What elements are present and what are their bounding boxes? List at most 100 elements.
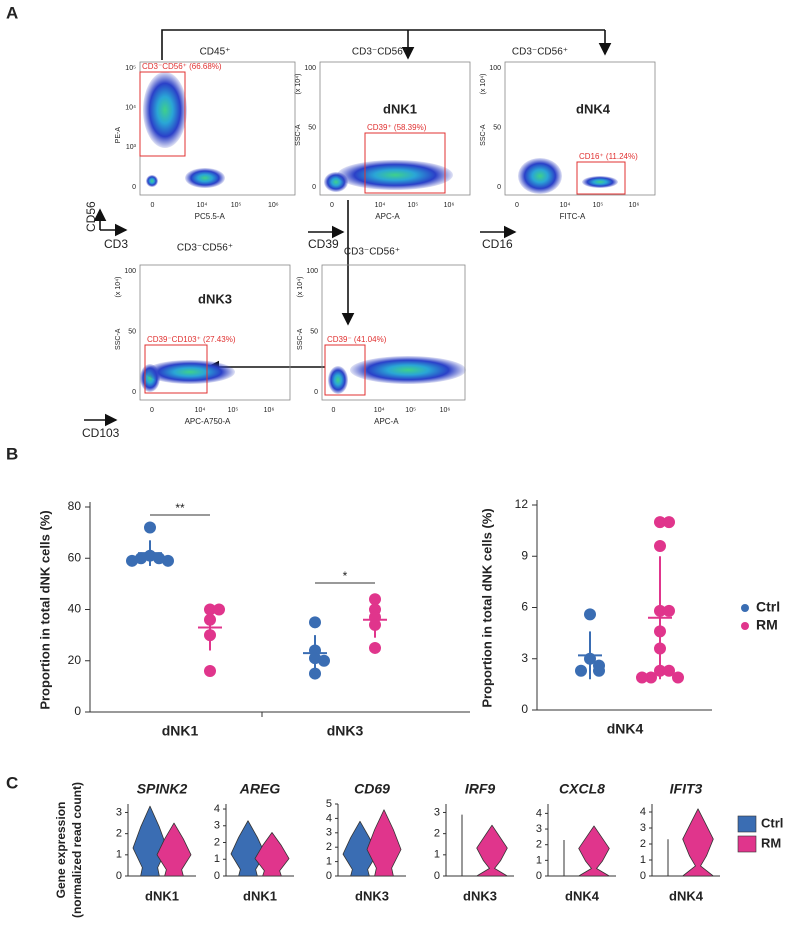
data-point: [663, 604, 675, 617]
y-tick-label: 1: [326, 856, 332, 868]
y-tick-label: 3: [640, 822, 646, 834]
density-cloud: [350, 356, 466, 384]
data-point: [204, 603, 216, 616]
x-tick-label: 0: [150, 407, 154, 414]
y-tick-label: 50: [493, 124, 501, 131]
violin: [156, 822, 192, 877]
marker-label: CD103: [82, 426, 120, 440]
significance-label: **: [175, 501, 185, 515]
y-tick-label: 0: [132, 184, 136, 191]
data-point: [663, 516, 675, 529]
y-tick-label: 0: [74, 704, 81, 718]
population-name: dNK1: [383, 101, 417, 116]
y-tick-label: 5: [326, 798, 332, 810]
marker-label: CD3: [104, 237, 128, 251]
y-axis-label: (normalized read count): [70, 782, 84, 918]
data-point: [369, 618, 381, 631]
legend-swatch: [737, 815, 757, 833]
x-tick-label: 10⁶: [444, 202, 455, 209]
y-tick-label: 100: [124, 268, 136, 275]
density-cloud: [328, 366, 348, 394]
y-tick-label: 50: [310, 328, 318, 335]
y-tick-label: 100: [304, 65, 316, 72]
y-tick-label: 2: [640, 838, 646, 850]
x-tick-label: 10⁵: [405, 407, 416, 414]
x-tick-label: 10⁴: [560, 202, 571, 209]
x-axis-label: APC-A750-A: [185, 417, 231, 426]
violin: [476, 824, 508, 877]
y-axis-label: Proportion in total dNK cells (%): [479, 508, 494, 707]
y-tick-label: 3: [214, 820, 220, 832]
y-tick-label: 10⁴: [125, 105, 136, 112]
y-tick-label: 4: [640, 806, 646, 818]
data-point: [584, 652, 596, 665]
gene-title: IRF9: [465, 781, 496, 797]
data-point: [204, 613, 216, 626]
gate-label: CD39⁺ (58.39%): [367, 123, 427, 132]
density-cloud: [145, 360, 235, 384]
panel-label: A: [6, 3, 18, 22]
population-name: dNK4: [576, 101, 611, 116]
x-tick-label: 10⁴: [374, 407, 385, 414]
density-cloud: [143, 72, 187, 148]
marker-label: CD56: [84, 201, 98, 232]
x-axis-label: APC-A: [375, 212, 400, 221]
gate-label: CD39⁻ (41.04%): [327, 335, 387, 344]
gene-title: CXCL8: [559, 781, 605, 797]
marker-label: CD39: [308, 237, 339, 251]
data-point: [645, 671, 657, 684]
x-tick-label: 0: [150, 202, 154, 209]
gating-arrows: [84, 29, 612, 427]
x-tick-label: dNK3: [463, 888, 497, 903]
data-point: [593, 664, 605, 677]
legend-label: RM: [761, 835, 781, 850]
data-point: [636, 671, 648, 684]
y-tick-label: 100: [489, 65, 501, 72]
y-axis-label: PE-A: [115, 127, 122, 144]
legend-label: Ctrl: [761, 815, 783, 830]
y-tick-label: 0: [326, 870, 332, 882]
y-axis-unit: (x 10⁴): [115, 277, 122, 298]
plot-title: CD3⁻CD56⁺: [344, 247, 400, 258]
marker-label: CD16: [482, 237, 513, 251]
y-tick-label: 20: [68, 653, 82, 667]
x-tick-label: 0: [515, 202, 519, 209]
data-point: [204, 665, 216, 677]
y-axis-label: SSC-A: [297, 328, 304, 350]
x-axis-label: APC-A: [374, 417, 399, 426]
gate: [324, 344, 366, 396]
gene-title: SPINK2: [137, 781, 188, 797]
y-tick-label: 50: [308, 124, 316, 131]
y-tick-label: 0: [116, 870, 122, 882]
data-point: [309, 667, 321, 680]
violin: [132, 805, 168, 877]
violin: [342, 820, 378, 877]
data-point: [318, 654, 330, 667]
data-point: [672, 671, 684, 684]
y-tick-label: 0: [214, 870, 220, 882]
data-point: [213, 603, 225, 616]
x-tick-label: 10⁴: [197, 202, 208, 209]
y-tick-label: 2: [326, 841, 332, 853]
y-tick-label: 50: [128, 328, 136, 335]
density-cloud: [185, 168, 225, 188]
gate-label: CD3⁻CD56⁺ (66.68%): [142, 62, 222, 71]
y-tick-label: 2: [116, 828, 122, 840]
data-point: [126, 554, 138, 567]
data-point: [369, 593, 381, 606]
y-tick-label: 10⁵: [125, 65, 136, 72]
legend-marker: [741, 604, 749, 612]
y-tick-label: 0: [314, 389, 318, 396]
violin: [682, 808, 714, 877]
y-tick-label: 9: [521, 548, 528, 562]
data-point: [654, 642, 666, 655]
panel-label: B: [6, 444, 18, 463]
x-axis-label: PC5.5-A: [195, 212, 226, 221]
panel-label: C: [6, 773, 18, 792]
y-tick-label: 4: [326, 812, 332, 824]
y-tick-label: 3: [536, 823, 542, 835]
x-tick-label: dNK3: [327, 723, 364, 739]
y-axis-label: Gene expression: [54, 802, 68, 899]
y-axis-unit: (x 10⁴): [297, 277, 304, 298]
y-tick-label: 1: [116, 849, 122, 861]
